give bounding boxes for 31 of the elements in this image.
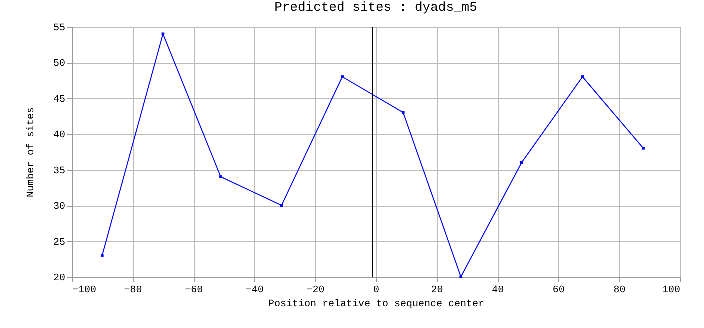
y-axis-title: Number of sites — [26, 107, 38, 198]
x-tick-label: −60 — [185, 286, 204, 296]
x-tick-label: 100 — [662, 286, 680, 296]
y-tick-label: 20 — [53, 274, 66, 284]
point — [162, 32, 165, 36]
point — [402, 111, 405, 114]
y-tick-label: 35 — [53, 166, 66, 178]
chart-title: Predicted sites : dyads_m5 — [274, 0, 478, 15]
y-tick-label: 55 — [53, 24, 66, 34]
x-tick-label: 20 — [431, 286, 444, 296]
x-tick-label: 0 — [373, 286, 380, 296]
y-tick-label: 40 — [53, 130, 66, 142]
x-tick-label: 60 — [552, 286, 565, 296]
y-tick-label: 30 — [53, 202, 66, 214]
point — [642, 147, 645, 150]
point — [520, 161, 524, 164]
x-tick-label: −20 — [306, 286, 325, 296]
y-tick-label: 45 — [53, 94, 66, 106]
x-axis-title: Position relative to sequence center — [268, 298, 485, 310]
point — [581, 76, 584, 78]
x-tick-label: −100 — [72, 286, 97, 296]
x-tick-label: 80 — [614, 286, 626, 296]
x-tick-label: 40 — [492, 286, 504, 296]
point — [280, 204, 284, 207]
x-tick-label: −80 — [124, 286, 142, 296]
y-tick-label: 25 — [53, 238, 66, 249]
y-tick-label: 50 — [53, 59, 66, 70]
line-series — [100, 32, 645, 278]
point — [100, 254, 104, 257]
x-tick-label: −40 — [246, 286, 264, 296]
point — [460, 276, 463, 278]
